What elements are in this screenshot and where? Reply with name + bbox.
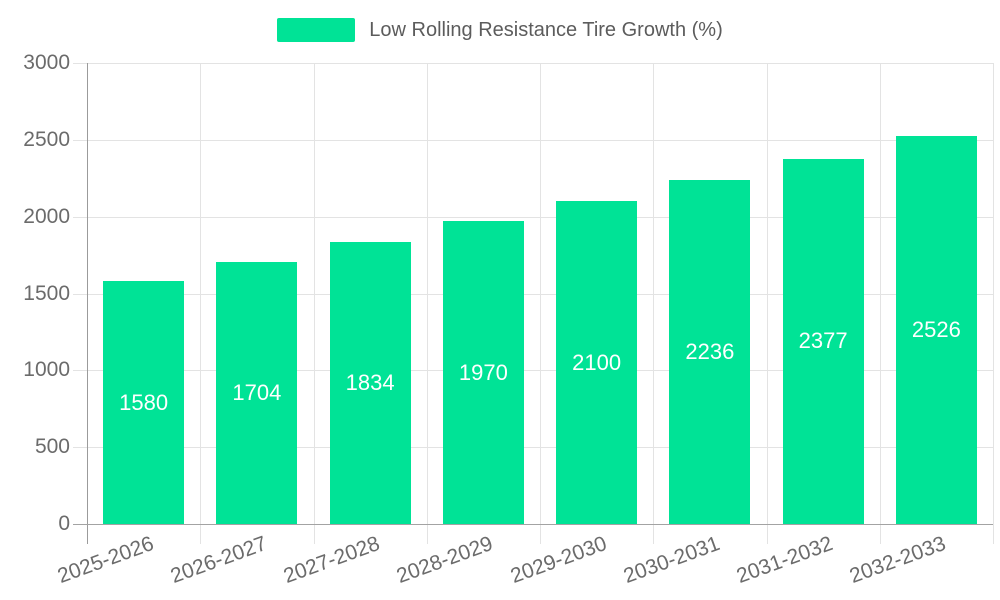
- bar-value-label: 2377: [798, 328, 848, 354]
- bar-value-label: 1580: [119, 389, 169, 415]
- bar[interactable]: [103, 281, 185, 524]
- bar-value-label: 1704: [232, 380, 282, 406]
- y-axis-tick-label: 1500: [23, 281, 70, 305]
- gridline-vertical: [200, 63, 202, 544]
- bar-value-label: 1970: [458, 359, 508, 385]
- bar-value-label: 1834: [345, 370, 395, 396]
- gridline-vertical: [313, 63, 315, 544]
- legend-swatch: [277, 18, 356, 42]
- gridline-horizontal: [73, 370, 993, 372]
- bar[interactable]: [329, 242, 411, 524]
- gridline-vertical: [879, 63, 881, 544]
- gridline-horizontal: [73, 447, 993, 449]
- gridline-horizontal: [73, 293, 993, 295]
- gridline-vertical: [540, 63, 541, 544]
- bar[interactable]: [442, 221, 524, 524]
- gridline-vertical: [766, 63, 768, 544]
- bar[interactable]: [782, 158, 864, 524]
- bar[interactable]: [216, 262, 298, 524]
- bar-value-label: 2526: [911, 316, 961, 342]
- y-axis-line: [87, 63, 88, 544]
- gridline-vertical: [426, 63, 428, 544]
- y-axis-tick-label: 3000: [23, 51, 70, 74]
- gridline-vertical: [993, 63, 994, 544]
- y-axis-tick-label: 2500: [23, 127, 70, 151]
- bar-value-label: 2100: [572, 349, 622, 375]
- bar[interactable]: [556, 201, 638, 524]
- y-axis-tick-label: 0: [58, 512, 70, 535]
- legend-item[interactable]: Low Rolling Resistance Tire Growth (%): [0, 18, 1000, 42]
- x-axis-line: [73, 524, 993, 525]
- gridline-horizontal: [73, 216, 993, 218]
- bar-value-label: 2236: [685, 339, 735, 365]
- gridline-horizontal: [73, 139, 993, 141]
- y-axis-tick-label: 500: [34, 435, 70, 459]
- legend-label: Low Rolling Resistance Tire Growth (%): [369, 19, 723, 41]
- y-axis-tick-label: 2000: [23, 204, 70, 228]
- bar[interactable]: [895, 135, 977, 524]
- gridline-vertical: [653, 63, 655, 544]
- gridline-horizontal: [73, 63, 993, 64]
- y-axis-tick-label: 1000: [23, 358, 70, 382]
- bar[interactable]: [669, 180, 751, 524]
